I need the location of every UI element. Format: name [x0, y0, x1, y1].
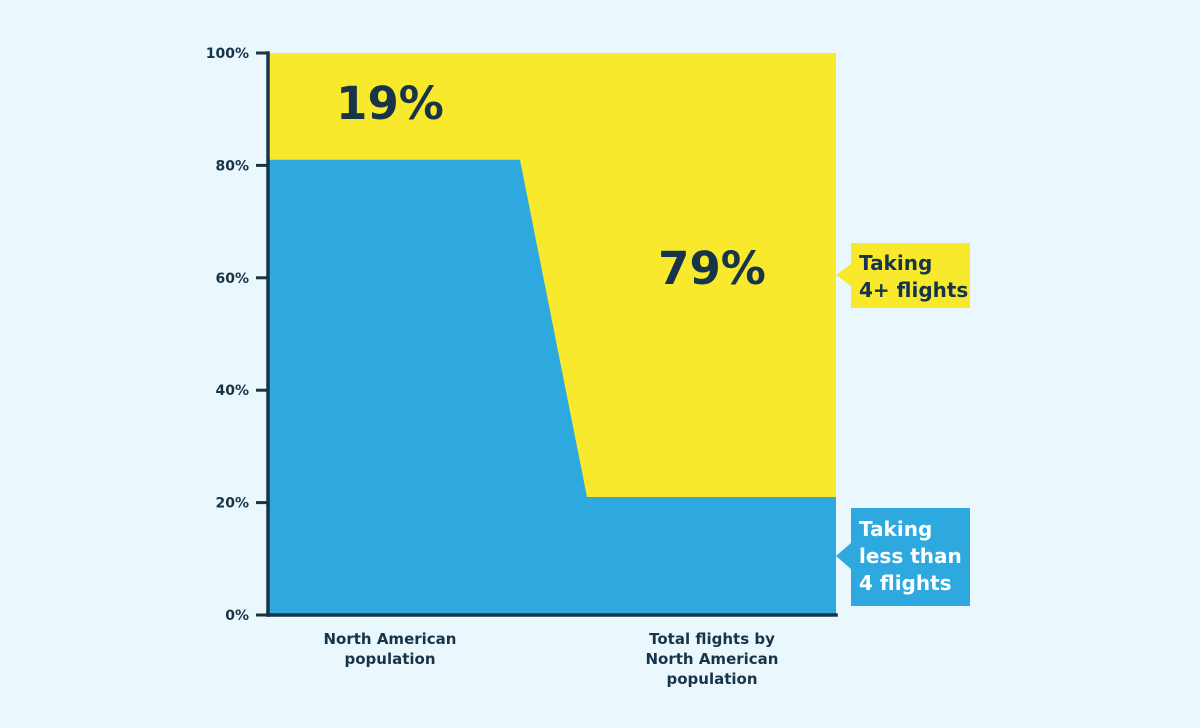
legend-label-line: 4+ flights: [859, 278, 968, 302]
data-label-north-american-population: 19%: [336, 77, 444, 130]
x-category-label-line: population: [666, 670, 757, 688]
legend-label-line: Taking: [859, 251, 932, 275]
legend-label-line: Taking: [859, 517, 932, 541]
legend-label-taking-less-than-4-flights: Taking less than 4 flights: [859, 517, 962, 595]
legend-label-line: 4 flights: [859, 571, 952, 595]
y-tick-label: 40%: [215, 383, 249, 399]
y-tick-label: 80%: [215, 158, 249, 174]
legend-label-line: less than: [859, 544, 962, 568]
y-tick-label: 20%: [215, 496, 249, 512]
x-category-label: Total flights by North American population: [646, 630, 779, 688]
y-tick-label: 0%: [225, 608, 249, 624]
y-tick-label: 100%: [206, 46, 249, 62]
x-category-label-line: Total flights by: [649, 630, 775, 648]
x-category-label-line: North American: [324, 630, 457, 648]
legend-label-taking-4-plus-flights: Taking 4+ flights: [859, 251, 968, 302]
legend-callout-taking-less-than-4-flights: [836, 508, 970, 606]
data-label-total-flights: 79%: [658, 242, 766, 295]
series-area-taking-less-than-4-flights: [268, 159, 836, 615]
legend-callout-taking-4-plus-flights: [836, 243, 970, 308]
x-category-label-line: population: [344, 650, 435, 668]
y-tick-label: 60%: [215, 271, 249, 287]
x-category-label-line: North American: [646, 650, 779, 668]
x-category-label: North American population: [324, 630, 457, 668]
